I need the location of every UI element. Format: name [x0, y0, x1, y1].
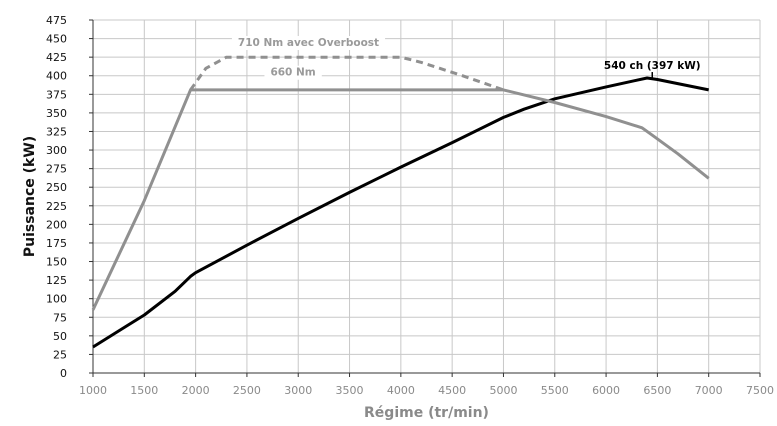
x-tick-label: 4500 — [438, 384, 466, 397]
y-tick-label: 275 — [46, 163, 67, 176]
y-tick-label: 75 — [53, 311, 67, 324]
x-tick-label: 2500 — [233, 384, 261, 397]
x-tick-label: 1500 — [130, 384, 158, 397]
y-tick-label: 300 — [46, 144, 67, 157]
y-tick-label: 25 — [53, 348, 67, 361]
y-tick-label: 175 — [46, 237, 67, 250]
y-axis-label: Puissance (kW) — [22, 136, 38, 257]
x-axis-label: Régime (tr/min) — [364, 405, 489, 421]
chart-annotations: 710 Nm avec Overboost 660 Nm 540 ch (397 k… — [231, 36, 701, 80]
x-tick-label: 5500 — [541, 384, 569, 397]
x-tick-label: 4000 — [387, 384, 415, 397]
y-tick-label: 425 — [46, 51, 67, 64]
annotation-label-1: 710 Nm avec Overboost — [238, 37, 379, 49]
x-tick-label: 3500 — [336, 384, 364, 397]
y-tick-label: 375 — [46, 88, 67, 101]
series-line-2 — [91, 88, 710, 311]
y-tick-label: 125 — [46, 274, 67, 287]
y-tick-label: 100 — [46, 293, 67, 306]
x-axis-ticks: 1000 1500 2000 2500 3000 3500 4000 4500 5000 5500… — [79, 373, 774, 397]
y-tick-label: 350 — [46, 107, 67, 120]
chart-grid — [92, 19, 761, 374]
y-tick-label: 475 — [46, 14, 67, 27]
annotation-label-2: 660 Nm — [270, 67, 315, 79]
y-tick-label: 250 — [46, 181, 67, 194]
x-tick-label: 2000 — [182, 384, 210, 397]
y-tick-label: 200 — [46, 218, 67, 231]
annotation-background — [231, 36, 386, 51]
y-tick-label: 325 — [46, 125, 67, 138]
x-tick-label: 3000 — [284, 384, 312, 397]
x-tick-label: 6500 — [643, 384, 671, 397]
y-tick-label: 150 — [46, 256, 67, 269]
x-tick-label: 5000 — [489, 384, 517, 397]
y-tick-label: 0 — [60, 367, 67, 380]
x-tick-label: 6000 — [592, 384, 620, 397]
x-tick-label: 7500 — [746, 384, 774, 397]
series-line-1 — [92, 76, 709, 349]
y-tick-label: 400 — [46, 70, 67, 83]
annotation-label-3: 540 ch (397 kW) — [604, 60, 701, 72]
annotation-background — [264, 65, 322, 80]
y-tick-label: 225 — [46, 200, 67, 213]
y-tick-label: 50 — [53, 330, 67, 343]
x-tick-label: 1000 — [79, 384, 107, 397]
chart-series — [91, 55, 710, 349]
series-line-3 — [189, 55, 504, 92]
y-axis-ticks: 0 25 50 75 100 125 150 175 200 225 250 275 300 325 350… — [46, 14, 93, 380]
x-tick-label: 7000 — [695, 384, 723, 397]
y-tick-label: 450 — [46, 33, 67, 46]
